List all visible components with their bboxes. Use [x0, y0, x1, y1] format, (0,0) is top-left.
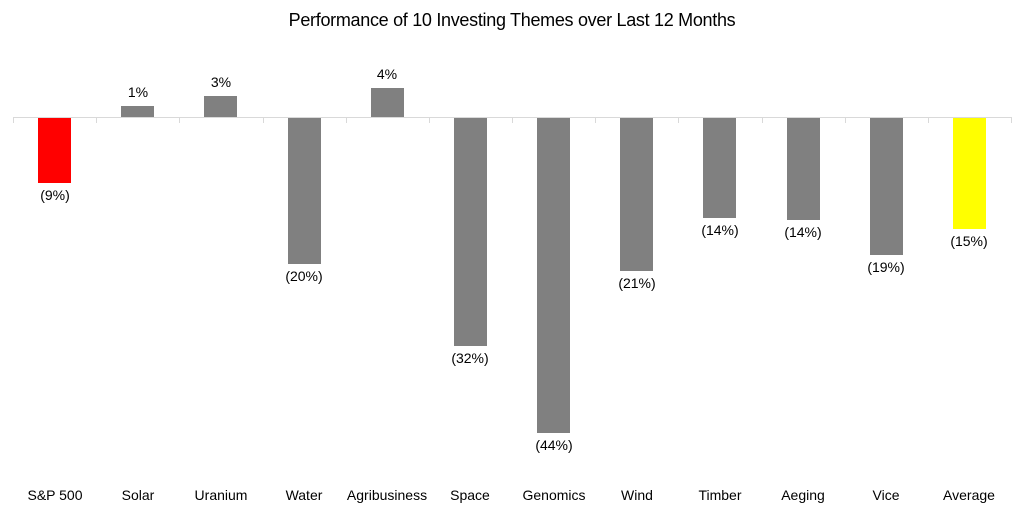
data-label: (21%)	[618, 275, 656, 291]
category-label: S&P 500	[27, 487, 83, 503]
bar-timber	[703, 118, 736, 218]
bar-vice	[870, 118, 903, 255]
bar-space	[454, 118, 487, 346]
bar-genomics	[537, 118, 570, 433]
data-label: (19%)	[867, 259, 905, 275]
data-label: 3%	[210, 74, 232, 90]
category-label: Water	[285, 487, 323, 503]
axis-tick	[678, 117, 679, 123]
category-label: Aeging	[781, 487, 825, 503]
axis-tick	[179, 117, 180, 123]
axis-tick	[263, 117, 264, 123]
bar-water	[288, 118, 321, 264]
data-label: (44%)	[535, 437, 573, 453]
category-label: Wind	[621, 487, 653, 503]
data-label: (14%)	[784, 224, 822, 240]
data-label: (9%)	[40, 187, 70, 203]
category-label: Uranium	[194, 487, 248, 503]
category-label: Average	[943, 487, 995, 503]
bar-aeging	[787, 118, 820, 220]
category-label: Solar	[121, 487, 155, 503]
axis-tick	[346, 117, 347, 123]
axis-tick	[512, 117, 513, 123]
axis-tick	[595, 117, 596, 123]
bar-s-p-500	[38, 118, 71, 183]
data-label: 1%	[127, 84, 149, 100]
axis-tick	[928, 117, 929, 123]
bar-uranium	[204, 96, 237, 117]
axis-tick	[96, 117, 97, 123]
bar-wind	[620, 118, 653, 271]
data-label: (32%)	[451, 350, 489, 366]
bar-solar	[121, 106, 154, 117]
category-label: Vice	[872, 487, 900, 503]
axis-tick	[1011, 117, 1012, 123]
chart-title: Performance of 10 Investing Themes over …	[288, 10, 736, 30]
axis-tick	[429, 117, 430, 123]
bar-agribusiness	[371, 88, 404, 117]
axis-tick	[762, 117, 763, 123]
data-label: (14%)	[701, 222, 739, 238]
bar-average	[953, 118, 986, 229]
category-label: Genomics	[522, 487, 586, 503]
data-label: 4%	[376, 66, 398, 82]
category-label: Agribusiness	[346, 487, 428, 503]
category-label: Timber	[698, 487, 742, 503]
axis-tick	[13, 117, 14, 123]
axis-tick	[845, 117, 846, 123]
data-label: (15%)	[950, 233, 988, 249]
category-label: Space	[450, 487, 490, 503]
data-label: (20%)	[285, 268, 323, 284]
